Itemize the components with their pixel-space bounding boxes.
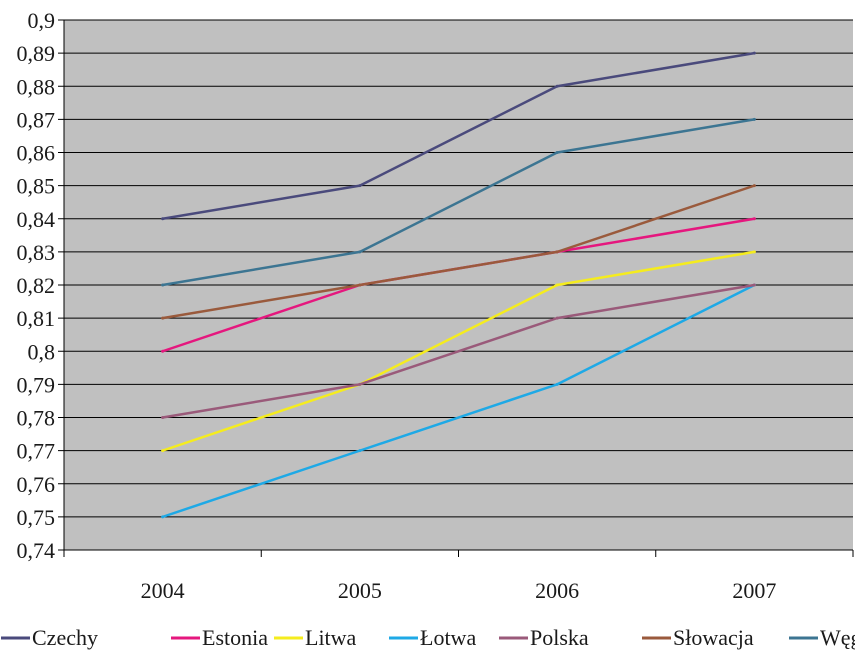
legend: Czechy Estonia Litwa Łotwa Polska Słowacja Węg…: [1, 625, 855, 650]
x-tick-label: 2007: [732, 578, 776, 603]
series-line-polska: [162, 283, 755, 419]
series-line-czechy: [162, 51, 755, 220]
data-point: [555, 84, 559, 88]
series-line-litwa: [162, 250, 755, 452]
legend-label: Łotwa: [420, 625, 476, 650]
axes: [58, 19, 854, 557]
y-tick-label: 0,75: [17, 505, 56, 530]
data-point: [752, 217, 756, 221]
data-point: [555, 151, 559, 154]
data-point: [161, 316, 165, 320]
y-tick-label: 0,84: [17, 207, 56, 232]
legend-label: Węgry: [820, 625, 855, 650]
data-point: [358, 283, 362, 287]
data-point: [161, 515, 165, 519]
y-tick-label: 0,74: [17, 538, 56, 563]
data-point: [161, 416, 165, 419]
y-tick-label: 0,81: [17, 306, 56, 331]
data-point: [752, 184, 756, 188]
x-tick-label: 2006: [535, 578, 579, 603]
series-lines: [161, 51, 756, 519]
series-line-słowacja: [162, 184, 755, 320]
y-tick-label: 0,78: [17, 406, 56, 431]
data-point: [161, 283, 165, 287]
data-point: [358, 250, 362, 254]
y-tick-label: 0,79: [17, 372, 56, 397]
y-tick-label: 0,83: [17, 240, 56, 265]
data-point: [358, 382, 362, 386]
gridlines: [64, 19, 853, 551]
y-tick-label: 0,85: [17, 174, 56, 199]
legend-label: Estonia: [202, 625, 268, 650]
data-point: [358, 184, 362, 188]
data-point: [752, 117, 756, 121]
data-point: [555, 283, 559, 287]
y-tick-label: 0,8: [28, 339, 56, 364]
legend-label: Polska: [530, 625, 589, 650]
x-tick-label: 2004: [141, 578, 185, 603]
data-point: [161, 349, 165, 353]
y-tick-label: 0,76: [17, 472, 56, 497]
data-point: [555, 316, 559, 320]
data-point: [752, 283, 756, 287]
y-tick-label: 0,87: [17, 107, 56, 132]
y-tick-label: 0,82: [17, 273, 56, 298]
y-tick-label: 0,86: [17, 141, 56, 166]
legend-label: Słowacja: [673, 625, 754, 650]
x-tick-labels: 2004 2005 2006 2007: [141, 578, 777, 603]
x-tick-label: 2005: [338, 578, 382, 603]
legend-label: Litwa: [305, 625, 357, 650]
series-line-węgry: [162, 118, 755, 287]
data-point: [752, 250, 756, 254]
y-tick-label: 0,77: [17, 439, 56, 464]
y-tick-label: 0,88: [17, 74, 56, 99]
y-tick-label: 0,89: [17, 41, 56, 66]
y-tick-label: 0,9: [28, 8, 56, 33]
data-point: [161, 449, 165, 453]
data-point: [358, 449, 362, 453]
data-point: [161, 217, 165, 221]
series-line-łotwa: [162, 283, 755, 519]
data-point: [555, 382, 559, 386]
data-point: [752, 51, 756, 55]
legend-label: Czechy: [32, 625, 98, 650]
data-point: [555, 250, 559, 254]
y-tick-labels: 0,74 0,75 0,76 0,77 0,78 0,79 0,8 0,81 0,82 0,83 0…: [17, 8, 56, 563]
